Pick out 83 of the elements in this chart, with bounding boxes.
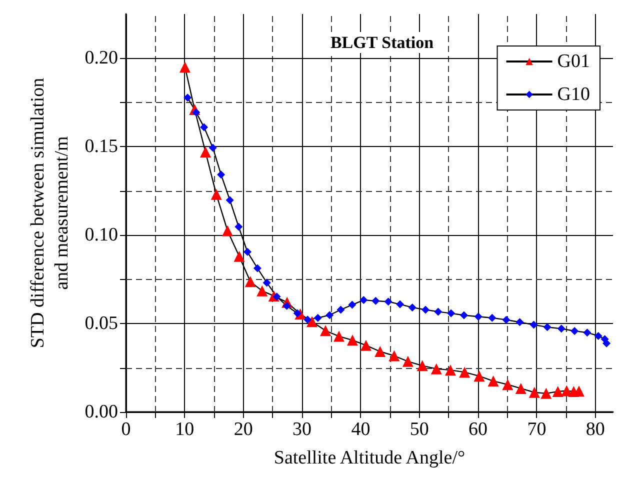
point bbox=[217, 170, 226, 179]
point bbox=[430, 363, 442, 374]
point bbox=[234, 222, 243, 231]
point bbox=[262, 278, 271, 287]
y-tick-label: 0.15 bbox=[84, 136, 118, 158]
point bbox=[336, 306, 345, 314]
x-tick-label: 80 bbox=[586, 419, 605, 440]
y-tick-label: 0.05 bbox=[84, 313, 118, 334]
point bbox=[282, 302, 291, 310]
point bbox=[326, 311, 334, 320]
point bbox=[530, 320, 538, 329]
point bbox=[474, 370, 485, 382]
point bbox=[583, 328, 592, 337]
point bbox=[570, 326, 579, 335]
x-tick-label: 0 bbox=[121, 419, 131, 440]
point bbox=[226, 196, 234, 204]
point bbox=[540, 388, 552, 399]
x-tick-label: 70 bbox=[527, 419, 546, 440]
point bbox=[528, 386, 540, 398]
point bbox=[552, 386, 564, 397]
point bbox=[384, 298, 392, 306]
point bbox=[502, 316, 510, 324]
point bbox=[256, 285, 268, 296]
point bbox=[408, 303, 416, 312]
point bbox=[234, 250, 245, 262]
point bbox=[243, 248, 252, 256]
x-axis-title: Satellite Altitude Angle/° bbox=[274, 448, 466, 468]
y-tick-label: 0.00 bbox=[84, 402, 118, 422]
point bbox=[306, 316, 318, 328]
point bbox=[184, 94, 192, 102]
y-axis-title: STD difference between simulation and measurement/m bbox=[27, 77, 72, 348]
point bbox=[543, 323, 552, 332]
x-tick-label: 50 bbox=[410, 419, 429, 440]
point bbox=[304, 316, 312, 324]
point bbox=[434, 308, 442, 316]
legend-label: G10 bbox=[557, 84, 590, 105]
point bbox=[333, 330, 344, 342]
point bbox=[602, 339, 611, 348]
point bbox=[222, 225, 234, 236]
point bbox=[488, 314, 496, 322]
point bbox=[447, 309, 456, 318]
point bbox=[192, 108, 200, 116]
point bbox=[253, 264, 262, 272]
point bbox=[208, 144, 217, 152]
legend-label: G01 bbox=[557, 51, 590, 72]
point bbox=[402, 356, 414, 367]
point bbox=[594, 332, 602, 340]
y-tick-label: 0.10 bbox=[84, 224, 118, 246]
point bbox=[422, 306, 430, 314]
point bbox=[244, 276, 256, 288]
point bbox=[210, 188, 222, 200]
point bbox=[200, 123, 208, 132]
x-tick-label: 20 bbox=[234, 419, 253, 440]
point bbox=[396, 300, 404, 308]
point bbox=[272, 292, 281, 301]
point bbox=[444, 364, 456, 376]
y-tick-label: 0.20 bbox=[84, 48, 118, 69]
point bbox=[374, 346, 386, 358]
point bbox=[200, 146, 212, 158]
point bbox=[314, 314, 322, 322]
point bbox=[360, 296, 368, 304]
point bbox=[372, 296, 380, 305]
point bbox=[293, 309, 302, 318]
point bbox=[474, 312, 482, 321]
point bbox=[346, 334, 358, 346]
point bbox=[416, 360, 428, 372]
x-tick-label: 10 bbox=[175, 419, 194, 440]
x-tick-label: 30 bbox=[292, 419, 312, 440]
point bbox=[179, 62, 190, 73]
x-tick-label: 40 bbox=[351, 419, 370, 440]
point bbox=[488, 376, 499, 387]
point bbox=[516, 318, 524, 326]
point bbox=[502, 379, 514, 390]
x-tick-label: 60 bbox=[468, 419, 488, 440]
point bbox=[360, 340, 372, 351]
point bbox=[320, 325, 331, 336]
point bbox=[388, 350, 400, 362]
point bbox=[348, 300, 356, 309]
point bbox=[515, 382, 526, 394]
text: BLGT Station bbox=[330, 33, 434, 52]
point bbox=[459, 366, 470, 378]
point bbox=[557, 324, 566, 333]
point bbox=[460, 311, 468, 320]
